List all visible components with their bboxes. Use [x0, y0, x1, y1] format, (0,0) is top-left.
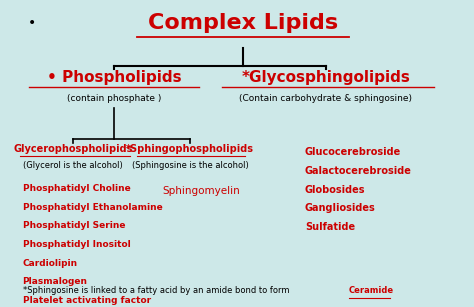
Text: Gangliosides: Gangliosides: [305, 203, 376, 213]
Text: *Glycosphingolipids: *Glycosphingolipids: [241, 70, 410, 85]
Text: (Sphingosine is the alcohol): (Sphingosine is the alcohol): [132, 161, 248, 170]
Text: Phosphatidyl Ethanolamine: Phosphatidyl Ethanolamine: [22, 203, 162, 212]
Text: Phosphatidyl Inositol: Phosphatidyl Inositol: [22, 240, 130, 249]
Text: *Sphingosine is linked to a fatty acid by an amide bond to form: *Sphingosine is linked to a fatty acid b…: [22, 286, 292, 295]
Text: Sulfatide: Sulfatide: [305, 222, 355, 232]
Text: (Contain carbohydrate & sphingosine): (Contain carbohydrate & sphingosine): [239, 94, 412, 103]
Text: Complex Lipids: Complex Lipids: [148, 13, 338, 33]
Text: •: •: [27, 15, 36, 29]
Text: Plasmalogen: Plasmalogen: [22, 278, 88, 286]
Text: (contain phosphate ): (contain phosphate ): [67, 94, 162, 103]
Text: Phosphatidyl Choline: Phosphatidyl Choline: [22, 184, 130, 193]
Text: Glucocerebroside: Glucocerebroside: [305, 147, 401, 157]
Text: Sphingomyelin: Sphingomyelin: [163, 186, 240, 196]
Text: *Sphingophospholipids: *Sphingophospholipids: [126, 144, 254, 154]
Text: Glycerophospholipids: Glycerophospholipids: [13, 144, 133, 154]
Text: Platelet activating factor: Platelet activating factor: [22, 296, 151, 305]
Text: Ceramide: Ceramide: [348, 286, 394, 295]
Text: (Glycerol is the alcohol): (Glycerol is the alcohol): [23, 161, 123, 170]
Text: Cardiolipin: Cardiolipin: [22, 259, 78, 268]
Text: • Phospholipids: • Phospholipids: [47, 70, 182, 85]
Text: Galactocerebroside: Galactocerebroside: [305, 166, 412, 176]
Text: Phosphatidyl Serine: Phosphatidyl Serine: [22, 221, 125, 230]
Text: Globosides: Globosides: [305, 185, 365, 195]
